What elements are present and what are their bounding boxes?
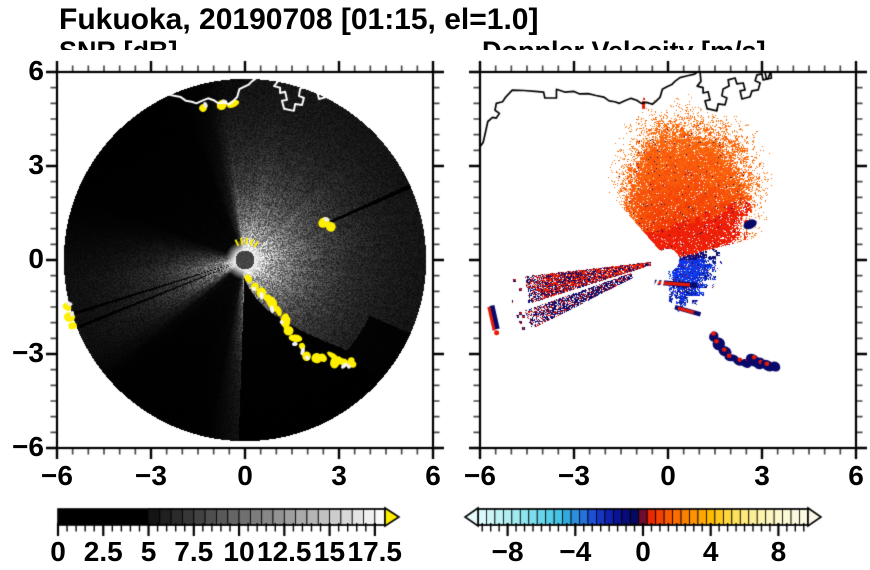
x-tick-label: −6 bbox=[464, 460, 496, 491]
velocity-colorbar-tick-label: 8 bbox=[770, 536, 787, 567]
snr-colorbar-tick-label: 17.5 bbox=[347, 536, 403, 567]
velocity-colorbar-tick-label: −4 bbox=[559, 536, 592, 567]
y-tick-label: −6 bbox=[12, 431, 44, 462]
snr-colorbar-tick-label: 2.5 bbox=[83, 536, 123, 567]
x-tick-label: 3 bbox=[754, 460, 770, 491]
x-tick-label: 3 bbox=[331, 460, 347, 491]
x-tick-label: −3 bbox=[135, 460, 167, 491]
x-tick-label: −3 bbox=[558, 460, 590, 491]
velocity-colorbar-tick-label: −8 bbox=[491, 536, 524, 567]
snr-plot-canvas bbox=[35, 50, 447, 462]
snr-colorbar-tick-label: 5 bbox=[140, 536, 157, 567]
snr-colorbar-tick-label: 10 bbox=[223, 536, 255, 567]
snr-colorbar-canvas bbox=[40, 502, 412, 542]
snr-colorbar-tick-label: 12.5 bbox=[257, 536, 312, 567]
x-tick-label: 0 bbox=[237, 460, 253, 491]
y-tick-label: 3 bbox=[28, 149, 44, 180]
snr-colorbar-tick-label: 7.5 bbox=[174, 536, 214, 567]
x-tick-label: 6 bbox=[848, 460, 864, 491]
x-tick-label: 0 bbox=[660, 460, 676, 491]
snr-colorbar-tick-label: 0 bbox=[50, 536, 66, 567]
velocity-colorbar-canvas bbox=[455, 502, 835, 542]
figure-title: Fukuoka, 20190708 [01:15, el=1.0] bbox=[59, 3, 539, 36]
velocity-colorbar-tick-label: 0 bbox=[635, 536, 651, 567]
y-tick-label: 0 bbox=[28, 243, 44, 274]
velocity-plot-canvas bbox=[458, 50, 870, 462]
y-tick-label: 6 bbox=[28, 55, 44, 86]
velocity-colorbar-tick-label: 4 bbox=[702, 536, 719, 567]
x-tick-label: 6 bbox=[425, 460, 441, 491]
y-tick-label: −3 bbox=[12, 337, 44, 368]
snr-colorbar-tick-label: 15 bbox=[313, 536, 346, 567]
x-tick-label: −6 bbox=[41, 460, 73, 491]
